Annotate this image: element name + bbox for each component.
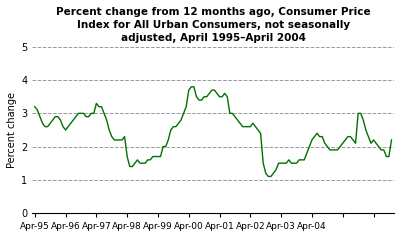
Title: Percent change from 12 months ago, Consumer Price
Index for All Urban Consumers,: Percent change from 12 months ago, Consu…: [56, 7, 371, 43]
Y-axis label: Percent change: Percent change: [7, 92, 17, 168]
